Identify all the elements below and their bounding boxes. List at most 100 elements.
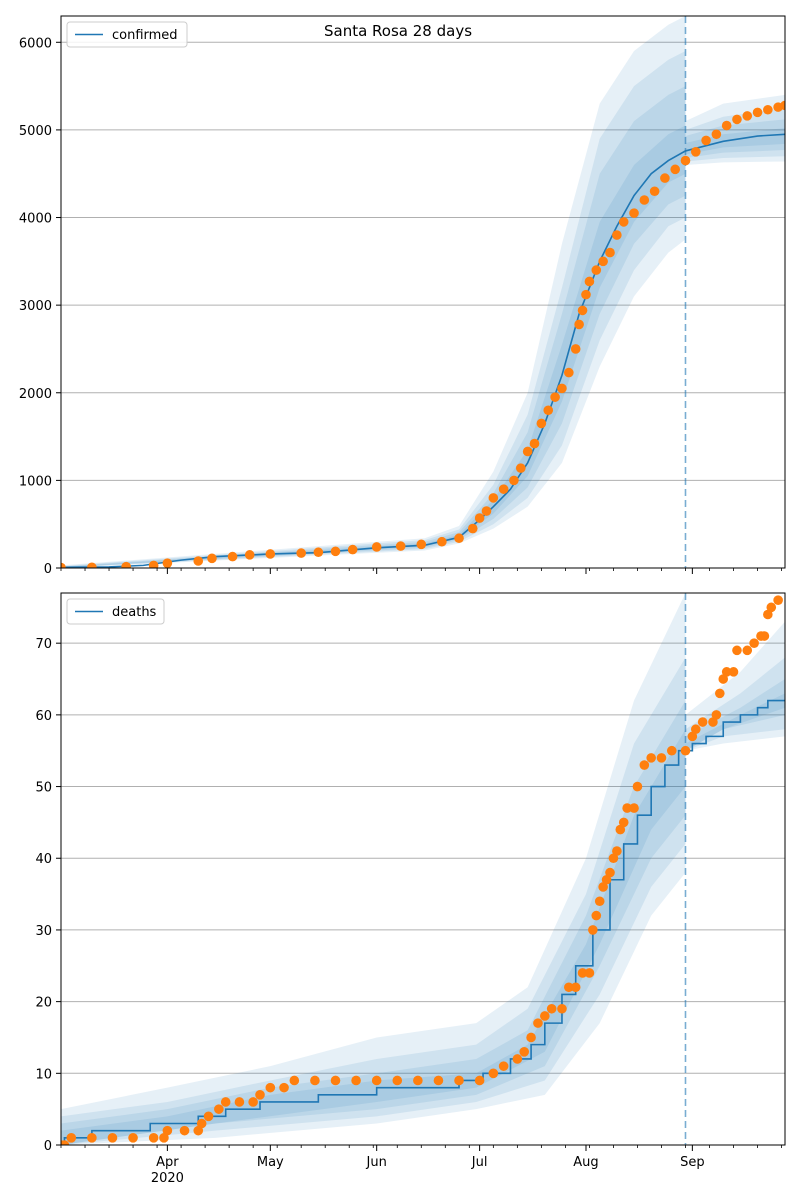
observed-point [721, 120, 732, 131]
figure-title: Santa Rosa 28 days [324, 22, 472, 40]
observed-point [605, 867, 615, 878]
observed-point [612, 846, 622, 856]
axes-frame [60, 592, 786, 1146]
observed-point [196, 1118, 207, 1129]
observed-point [598, 256, 608, 267]
observed-point [61, 1140, 70, 1145]
observed-point [265, 549, 276, 559]
observed-point [570, 982, 581, 993]
observed-point [351, 1075, 361, 1086]
x-tick-label: Apr [156, 1155, 179, 1170]
y-tick-label: 50 [35, 781, 52, 796]
observed-point [162, 558, 173, 568]
axes-frame [60, 15, 786, 569]
observed-point [148, 1133, 159, 1143]
observed-point [87, 562, 97, 568]
observed-point [598, 882, 608, 892]
legend-box [66, 21, 188, 48]
observed-point [594, 896, 605, 907]
x-tick-label: Jul [471, 1155, 488, 1170]
observed-point [550, 392, 560, 402]
observed-point [148, 560, 159, 568]
observed-point [766, 602, 777, 613]
observed-point [179, 1125, 190, 1136]
observed-point [639, 760, 650, 770]
observed-point [395, 541, 406, 551]
observed-point [649, 186, 660, 197]
observed-point [680, 745, 691, 756]
observed-point [371, 542, 382, 552]
observed-point [255, 1090, 265, 1100]
observed-point [749, 638, 759, 648]
y-tick-label: 4000 [19, 212, 52, 227]
observed-point [61, 562, 66, 568]
legend-label: confirmed [112, 28, 178, 43]
y-tick-label: 0 [44, 1139, 52, 1154]
observed-point [701, 135, 711, 146]
observed-point [162, 1125, 173, 1136]
observed-point [203, 1111, 214, 1122]
observed-point [519, 1047, 530, 1057]
observed-point [646, 753, 656, 763]
observed-point [87, 1133, 97, 1143]
observed-point [193, 556, 204, 566]
y-tick-label: 60 [35, 709, 52, 724]
observed-point [711, 129, 722, 140]
observed-point [437, 536, 447, 547]
uncertainty-band [61, 657, 785, 1145]
observed-point [581, 289, 591, 300]
observed-point [584, 276, 595, 287]
observed-point [488, 493, 499, 503]
observed-point [584, 968, 595, 978]
observed-point [128, 1133, 138, 1143]
model-median-line [61, 699, 785, 1145]
observed-point [601, 874, 612, 885]
legend-label: deaths [112, 605, 157, 620]
observed-point [752, 107, 763, 118]
observed-point [498, 484, 509, 494]
observed-point [207, 553, 217, 564]
observed-point [193, 1125, 204, 1136]
observed-point [773, 595, 783, 605]
legend-box [66, 598, 165, 625]
observed-point [557, 1003, 567, 1014]
y-tick-label: 10 [35, 1067, 52, 1082]
y-tick-label: 70 [35, 637, 52, 652]
y-tick-label: 30 [35, 924, 52, 939]
observed-point [780, 100, 785, 111]
observed-point [220, 1097, 231, 1107]
observed-point [742, 645, 753, 656]
x-tick-label: Sep [680, 1155, 705, 1170]
observed-point [728, 667, 739, 677]
observed-point [265, 1082, 276, 1093]
observed-point [330, 1075, 341, 1086]
observed-point [540, 1011, 550, 1021]
observed-point [454, 533, 464, 544]
observed-point [577, 305, 588, 316]
observed-point [107, 1133, 118, 1143]
observed-point [227, 551, 238, 562]
observed-point [310, 1075, 320, 1086]
observed-point [574, 319, 584, 330]
observed-point [244, 550, 255, 560]
uncertainty-band [61, 51, 785, 568]
observed-point [481, 506, 492, 516]
observed-point [509, 475, 519, 486]
observed-point [666, 745, 677, 756]
observed-point [718, 674, 729, 684]
observed-point [296, 548, 306, 558]
observed-point [433, 1075, 444, 1086]
observed-point [522, 446, 533, 457]
observed-point [690, 724, 701, 735]
observed-point [214, 1104, 224, 1114]
x-tick-label: Aug [573, 1155, 598, 1170]
observed-point [763, 104, 773, 115]
observed-point [660, 173, 670, 183]
observed-point [690, 147, 701, 157]
uncertainty-band [61, 86, 785, 568]
observed-point [711, 710, 722, 720]
observed-point [591, 265, 602, 275]
observed-point [289, 1075, 300, 1086]
y-tick-label: 2000 [19, 387, 52, 402]
